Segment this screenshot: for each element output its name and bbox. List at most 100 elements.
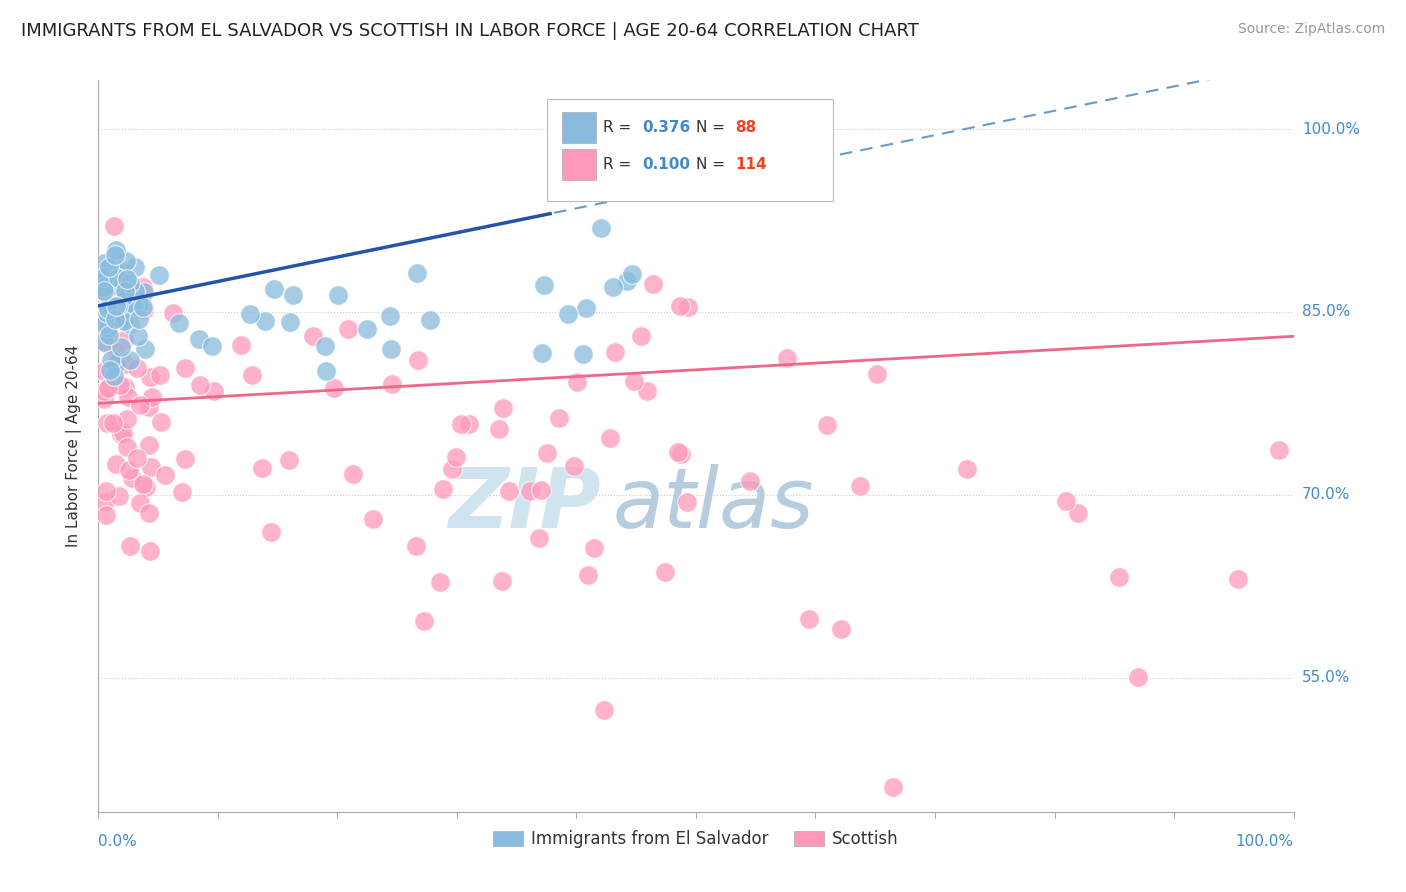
Scottish — [97, 337, 120, 351]
Scottish — [139, 370, 162, 384]
Scottish — [641, 277, 664, 292]
Immigrants from El Salvador — [530, 346, 553, 360]
Immigrants from El Salvador — [112, 264, 135, 278]
Scottish — [250, 461, 273, 475]
Scottish — [118, 463, 141, 477]
Immigrants from El Salvador — [93, 280, 115, 294]
Text: 88: 88 — [735, 120, 756, 136]
Scottish — [139, 544, 162, 558]
Immigrants from El Salvador — [97, 301, 120, 316]
Immigrants from El Salvador — [112, 289, 135, 303]
Text: IMMIGRANTS FROM EL SALVADOR VS SCOTTISH IN LABOR FORCE | AGE 20-64 CORRELATION C: IMMIGRANTS FROM EL SALVADOR VS SCOTTISH … — [21, 22, 920, 40]
Scottish — [114, 380, 136, 394]
Scottish — [603, 345, 626, 359]
Scottish — [1108, 570, 1130, 584]
Immigrants from El Salvador — [93, 313, 115, 327]
Text: 0.376: 0.376 — [643, 120, 690, 136]
Immigrants from El Salvador — [127, 329, 149, 343]
Scottish — [432, 482, 454, 496]
Immigrants from El Salvador — [93, 270, 115, 285]
Scottish — [96, 416, 118, 430]
FancyBboxPatch shape — [562, 112, 596, 144]
Text: atlas: atlas — [613, 464, 814, 545]
Immigrants from El Salvador — [122, 299, 145, 313]
Text: R =: R = — [603, 120, 636, 136]
Legend: Immigrants from El Salvador, Scottish: Immigrants from El Salvador, Scottish — [486, 823, 905, 855]
Scottish — [172, 485, 194, 500]
Scottish — [576, 568, 599, 582]
Immigrants from El Salvador — [104, 247, 127, 261]
Scottish — [110, 427, 132, 442]
Y-axis label: In Labor Force | Age 20-64: In Labor Force | Age 20-64 — [66, 345, 83, 547]
Immigrants from El Salvador — [96, 260, 118, 275]
Immigrants from El Salvador — [169, 316, 191, 330]
Text: ZIP: ZIP — [447, 464, 600, 545]
Scottish — [1067, 506, 1090, 520]
Immigrants from El Salvador — [134, 342, 156, 356]
Scottish — [536, 446, 558, 460]
Immigrants from El Salvador — [263, 282, 285, 296]
Scottish — [630, 329, 652, 343]
Immigrants from El Salvador — [93, 284, 115, 298]
Scottish — [412, 614, 434, 628]
Immigrants from El Salvador — [93, 334, 115, 349]
Scottish — [797, 612, 820, 626]
Scottish — [815, 417, 838, 432]
Scottish — [623, 374, 645, 388]
Text: 0.100: 0.100 — [643, 157, 690, 172]
Scottish — [548, 411, 571, 425]
Scottish — [337, 322, 360, 336]
Immigrants from El Salvador — [100, 315, 122, 329]
Scottish — [440, 462, 463, 476]
Scottish — [129, 496, 152, 510]
Scottish — [323, 381, 346, 395]
Immigrants from El Salvador — [93, 256, 115, 270]
Immigrants from El Salvador — [93, 304, 115, 318]
Scottish — [882, 780, 904, 795]
Scottish — [527, 531, 550, 545]
Text: 100.0%: 100.0% — [1236, 834, 1294, 848]
Scottish — [1227, 572, 1250, 586]
Immigrants from El Salvador — [128, 311, 150, 326]
Scottish — [93, 324, 115, 338]
Scottish — [138, 400, 160, 414]
Immigrants from El Salvador — [93, 306, 115, 320]
Scottish — [562, 459, 585, 474]
Scottish — [229, 338, 252, 352]
Immigrants from El Salvador — [100, 352, 122, 367]
Scottish — [112, 333, 135, 347]
Immigrants from El Salvador — [105, 243, 128, 257]
Scottish — [141, 459, 163, 474]
Scottish — [278, 453, 301, 467]
Immigrants from El Salvador — [120, 352, 142, 367]
Immigrants from El Salvador — [124, 260, 146, 274]
Immigrants from El Salvador — [104, 299, 127, 313]
Scottish — [174, 360, 197, 375]
Immigrants from El Salvador — [118, 317, 141, 331]
Scottish — [107, 489, 129, 503]
Scottish — [259, 525, 281, 540]
Text: 55.0%: 55.0% — [1302, 670, 1350, 685]
Scottish — [94, 494, 117, 508]
Immigrants from El Salvador — [602, 280, 624, 294]
Scottish — [104, 343, 127, 358]
Immigrants from El Salvador — [201, 339, 224, 353]
Scottish — [849, 479, 872, 493]
Scottish — [671, 447, 693, 461]
Immigrants from El Salvador — [114, 254, 136, 268]
Immigrants from El Salvador — [557, 308, 579, 322]
Scottish — [101, 416, 124, 430]
Scottish — [519, 484, 541, 499]
Immigrants from El Salvador — [110, 277, 132, 291]
Scottish — [138, 506, 160, 520]
Immigrants from El Salvador — [315, 364, 337, 378]
Immigrants from El Salvador — [98, 310, 121, 324]
Immigrants from El Salvador — [93, 314, 115, 328]
Scottish — [132, 477, 155, 491]
Immigrants from El Salvador — [131, 300, 153, 314]
Scottish — [103, 219, 125, 233]
Immigrants from El Salvador — [97, 260, 120, 274]
Scottish — [565, 375, 588, 389]
Scottish — [125, 451, 148, 466]
Scottish — [149, 368, 172, 382]
